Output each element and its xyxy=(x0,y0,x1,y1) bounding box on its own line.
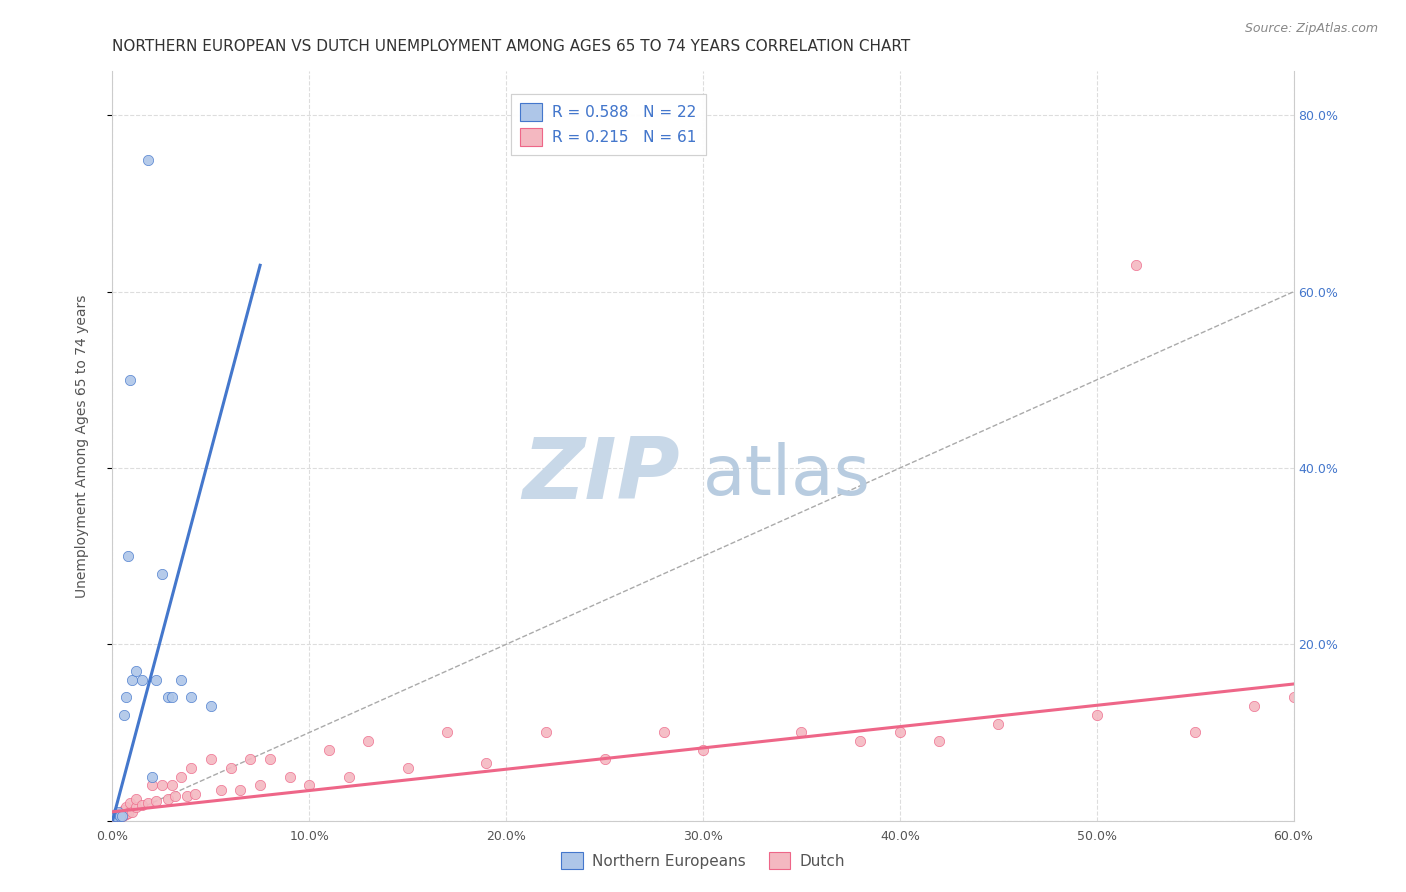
Point xyxy=(112,707,135,722)
Point xyxy=(396,761,419,775)
Point xyxy=(115,800,138,814)
Point xyxy=(105,809,128,823)
Point xyxy=(652,725,675,739)
Point xyxy=(107,806,129,821)
Point xyxy=(110,809,132,823)
Point xyxy=(1184,725,1206,739)
Point xyxy=(150,778,173,792)
Point xyxy=(110,810,132,824)
Point xyxy=(318,743,340,757)
Point xyxy=(357,734,380,748)
Point xyxy=(200,752,222,766)
Legend: Northern Europeans, Dutch: Northern Europeans, Dutch xyxy=(555,846,851,875)
Point xyxy=(120,373,142,387)
Point xyxy=(209,782,232,797)
Point xyxy=(593,752,616,766)
Point xyxy=(105,807,128,822)
Point xyxy=(150,566,173,581)
Point xyxy=(229,782,252,797)
Point xyxy=(475,756,498,771)
Point xyxy=(112,808,135,822)
Point xyxy=(105,811,128,825)
Point xyxy=(103,811,125,825)
Point xyxy=(105,809,128,823)
Point xyxy=(112,803,135,817)
Point xyxy=(337,770,360,784)
Point xyxy=(111,805,134,819)
Point xyxy=(120,796,142,810)
Point xyxy=(928,734,950,748)
Point xyxy=(278,770,301,784)
Point xyxy=(692,743,714,757)
Point xyxy=(249,778,271,792)
Point xyxy=(107,810,129,824)
Point xyxy=(131,797,153,812)
Point xyxy=(180,761,202,775)
Point xyxy=(145,673,167,687)
Point xyxy=(160,690,183,705)
Point xyxy=(136,153,159,167)
Point xyxy=(239,752,262,766)
Point xyxy=(131,673,153,687)
Point xyxy=(107,805,129,819)
Point xyxy=(1085,707,1108,722)
Point xyxy=(110,806,132,821)
Point xyxy=(889,725,911,739)
Point xyxy=(115,806,138,821)
Point xyxy=(176,789,198,803)
Point xyxy=(156,791,179,805)
Point xyxy=(141,778,163,792)
Point xyxy=(125,664,148,678)
Point xyxy=(125,791,148,805)
Point xyxy=(1282,690,1305,705)
Point xyxy=(849,734,872,748)
Point xyxy=(117,805,139,820)
Point xyxy=(298,778,321,792)
Point xyxy=(1243,699,1265,714)
Point xyxy=(165,789,187,803)
Point xyxy=(111,809,134,823)
Point xyxy=(219,761,242,775)
Point xyxy=(184,787,207,801)
Point xyxy=(1125,258,1147,272)
Point xyxy=(534,725,557,739)
Point xyxy=(145,794,167,808)
Point xyxy=(136,796,159,810)
Text: Source: ZipAtlas.com: Source: ZipAtlas.com xyxy=(1244,22,1378,36)
Point xyxy=(170,673,193,687)
Point xyxy=(103,809,125,823)
Y-axis label: Unemployment Among Ages 65 to 74 years: Unemployment Among Ages 65 to 74 years xyxy=(75,294,89,598)
Point xyxy=(436,725,458,739)
Point xyxy=(200,699,222,714)
Text: NORTHERN EUROPEAN VS DUTCH UNEMPLOYMENT AMONG AGES 65 TO 74 YEARS CORRELATION CH: NORTHERN EUROPEAN VS DUTCH UNEMPLOYMENT … xyxy=(112,38,911,54)
Point xyxy=(115,690,138,705)
Point xyxy=(125,800,148,814)
Legend: R = 0.588   N = 22, R = 0.215   N = 61: R = 0.588 N = 22, R = 0.215 N = 61 xyxy=(512,94,706,155)
Point xyxy=(121,805,143,819)
Point xyxy=(987,716,1010,731)
Point xyxy=(790,725,813,739)
Point xyxy=(170,770,193,784)
Point xyxy=(156,690,179,705)
Point xyxy=(141,770,163,784)
Point xyxy=(259,752,281,766)
Point xyxy=(103,809,125,823)
Text: atlas: atlas xyxy=(703,442,870,509)
Point xyxy=(121,673,143,687)
Point xyxy=(180,690,202,705)
Point xyxy=(107,807,129,822)
Point xyxy=(160,778,183,792)
Point xyxy=(117,549,139,564)
Text: ZIP: ZIP xyxy=(522,434,679,517)
Point xyxy=(111,809,134,823)
